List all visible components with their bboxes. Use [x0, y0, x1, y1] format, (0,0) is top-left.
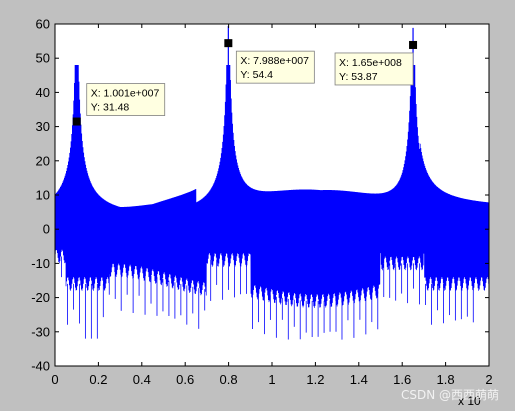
- y-tick-label: -30: [31, 324, 50, 339]
- x-tick-label: 0: [51, 372, 58, 387]
- datatip[interactable]: X: 7.988e+007 Y: 54.4: [224, 39, 315, 84]
- datatip-y-text: Y: 31.48: [91, 102, 130, 114]
- x-tick-label: 1.4: [350, 372, 368, 387]
- signal-trace: [54, 65, 490, 308]
- x-tick-label: 0.4: [133, 372, 151, 387]
- datatip-x-text: X: 1.65e+008: [339, 57, 402, 69]
- y-tick-label: 50: [36, 51, 50, 66]
- y-tick-label: 60: [36, 17, 50, 32]
- datatip-y-text: Y: 53.87: [339, 71, 378, 83]
- datatip[interactable]: X: 1.001e+007 Y: 31.48: [72, 83, 166, 126]
- datatip-x-text: X: 7.988e+007: [240, 55, 309, 67]
- datatip-y-text: Y: 54.4: [240, 69, 273, 81]
- x-tick-label: 1.6: [393, 372, 411, 387]
- datatip-box: [235, 50, 315, 84]
- datatip[interactable]: X: 1.65e+008 Y: 53.87: [334, 40, 418, 86]
- datatips-layer[interactable]: X: 1.001e+007 Y: 31.48 X: 7.988e+007 Y: 54.…: [72, 39, 418, 126]
- x-tick-label: 0.6: [176, 372, 194, 387]
- x-tick-label: 1.2: [306, 372, 324, 387]
- datatip-x-text: X: 1.001e+007: [91, 88, 160, 100]
- datatip-marker[interactable]: [72, 117, 81, 126]
- x-tick-label: 0.8: [220, 372, 238, 387]
- y-tick-label: 30: [36, 119, 50, 134]
- y-tick-label: 40: [36, 85, 50, 100]
- datatip-box: [86, 83, 166, 116]
- x-tick-label: 1: [268, 372, 275, 387]
- y-tick-label: -10: [31, 256, 50, 271]
- x-tick-label: 0.2: [89, 372, 107, 387]
- y-tick-label: -20: [31, 290, 50, 305]
- x-tick-label: 1.8: [437, 372, 455, 387]
- y-tick-label: 0: [43, 222, 50, 237]
- watermark: CSDN @西西萌萌: [400, 388, 499, 402]
- y-tick-label: -40: [31, 359, 50, 374]
- datatip-box: [334, 52, 414, 86]
- y-tick-label: 20: [36, 153, 50, 168]
- x-tick-label: 2: [485, 372, 492, 387]
- ticks-layer: 0 0.2 0.4 0.6 0.8 1 1.2 1.4 1.6 1.8 2 -40 -30 -20 -10 0…: [31, 17, 492, 388]
- datatip-marker[interactable]: [224, 39, 233, 48]
- x-exponent-label: x 10: [458, 394, 481, 408]
- y-tick-label: 10: [36, 188, 50, 203]
- datatip-marker[interactable]: [409, 40, 418, 49]
